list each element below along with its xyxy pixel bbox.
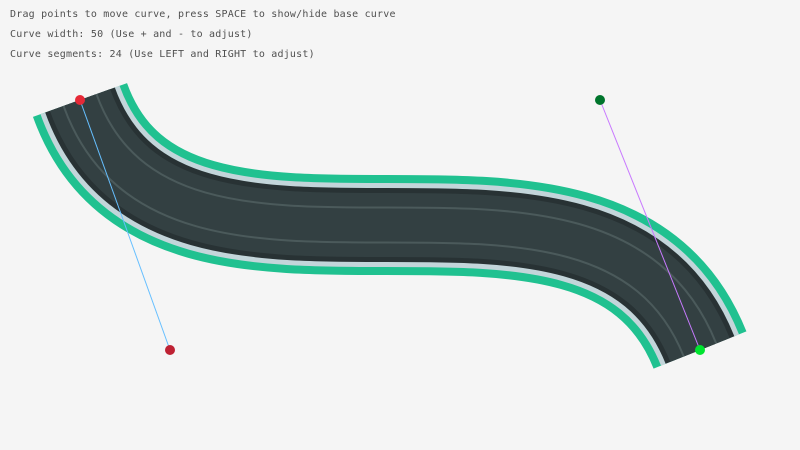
instruction-drag: Drag points to move curve, press SPACE t… [10,9,396,20]
start-point-handle[interactable] [75,95,85,105]
end-point-handle[interactable] [695,345,705,355]
instruction-width: Curve width: 50 (Use + and - to adjust) [10,29,253,40]
lane-middle [64,94,716,357]
start-control-handle[interactable] [165,345,175,355]
instruction-segments: Curve segments: 24 (Use LEFT and RIGHT t… [10,49,315,60]
end-handle-line [599,99,701,351]
end-control-handle[interactable] [595,95,605,105]
start-handle-line [79,99,171,351]
